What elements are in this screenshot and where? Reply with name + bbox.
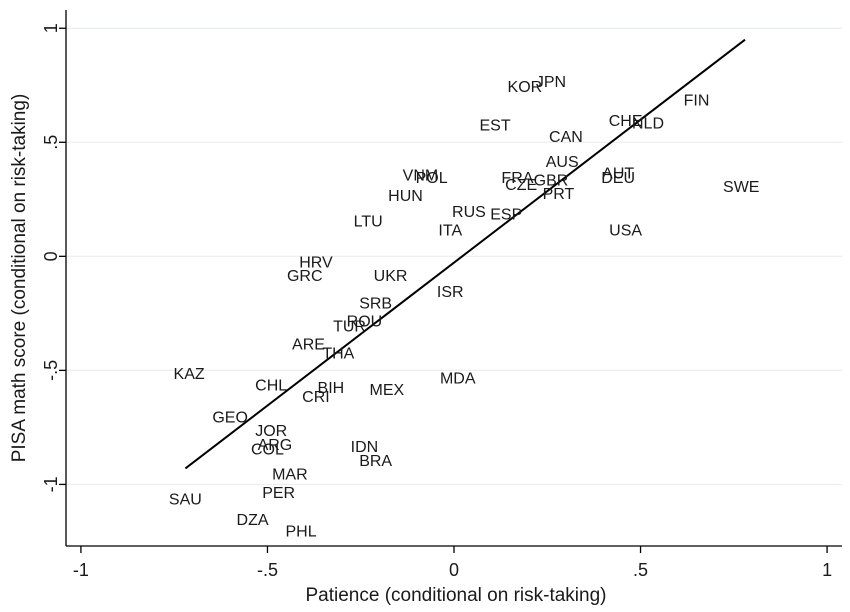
data-point-label-che: CHE: [609, 113, 643, 130]
y-tick-label: 1: [41, 23, 61, 33]
data-point-label-esp: ESP: [490, 206, 522, 223]
grid-lines: [66, 27, 842, 486]
data-point-label-prt: PRT: [543, 186, 575, 203]
data-point-label-jpn: JPN: [536, 74, 566, 91]
data-point-label-can: CAN: [549, 129, 583, 146]
data-point-label-bih: BIH: [318, 380, 345, 397]
data-point-label-aus: AUS: [546, 154, 579, 171]
data-point-label-swe: SWE: [723, 179, 759, 196]
data-point-label-aut: AUT: [602, 165, 634, 182]
data-point-label-arg: ARG: [258, 437, 293, 454]
data-point-label-usa: USA: [609, 222, 642, 239]
data-point-label-ukr: UKR: [374, 268, 408, 285]
data-point-label-cri: CRI: [302, 389, 330, 406]
data-point-label-srb: SRB: [359, 295, 392, 312]
x-tick-label: -.5: [257, 560, 278, 580]
y-tick-label: -.5: [41, 360, 61, 381]
data-point-label-per: PER: [262, 485, 295, 502]
y-tick-label: -1: [41, 476, 61, 492]
data-point-label-pol: POL: [416, 170, 448, 187]
data-point-label-col: COL: [251, 441, 284, 458]
y-axis-title: PISA math score (conditional on risk-tak…: [9, 94, 30, 463]
data-point-label-geo: GEO: [212, 409, 248, 426]
data-point-label-vnm: VNM: [403, 168, 439, 185]
data-point-label-nld: NLD: [632, 115, 664, 132]
data-point-label-ltu: LTU: [354, 213, 383, 230]
data-point-label-fin: FIN: [684, 92, 710, 109]
data-point-label-kaz: KAZ: [174, 366, 205, 383]
data-point-label-grc: GRC: [287, 268, 323, 285]
data-point-label-rus: RUS: [452, 204, 486, 221]
data-point-label-hun: HUN: [388, 188, 423, 205]
x-tick-label: 0: [449, 560, 459, 580]
data-point-label-mex: MEX: [370, 382, 405, 399]
data-point-label-gbr: GBR: [534, 172, 569, 189]
data-point-label-are: ARE: [292, 337, 325, 354]
data-point-label-sau: SAU: [169, 492, 202, 509]
x-tick-label: .5: [633, 560, 648, 580]
data-point-label-fra: FRA: [501, 170, 533, 187]
x-tick-label: -1: [73, 560, 89, 580]
x-tick-label: 1: [822, 560, 832, 580]
data-point-label-phl: PHL: [285, 524, 316, 541]
y-tick-label: .5: [41, 135, 61, 150]
y-tick-label: 0: [41, 251, 61, 261]
data-point-label-isr: ISR: [437, 284, 464, 301]
fit-line: [184, 38, 746, 470]
data-point-label-idn: IDN: [351, 439, 379, 456]
data-point-label-chl: CHL: [255, 378, 287, 395]
data-point-label-hrv: HRV: [299, 254, 333, 271]
x-axis-ticks: -1 -.5 0 .5 1: [73, 546, 832, 580]
data-point-label-mar: MAR: [272, 467, 308, 484]
data-point-label-cze: CZE: [505, 177, 537, 194]
data-point-label-kor: KOR: [508, 79, 543, 96]
y-axis-ticks: -1 -.5 0 .5 1: [41, 23, 66, 492]
data-point-label-ita: ITA: [438, 222, 462, 239]
data-point-label-jor: JOR: [255, 423, 287, 440]
data-point-label-rou: ROU: [347, 314, 383, 331]
data-point-label-mda: MDA: [440, 371, 476, 388]
data-point-label-dza: DZA: [237, 512, 269, 529]
data-point-label-bra: BRA: [359, 453, 392, 470]
data-point-label-deu: DEU: [601, 170, 635, 187]
data-point-label-tha: THA: [322, 346, 354, 363]
data-point-label-est: EST: [479, 118, 510, 135]
data-point-label-tur: TUR: [333, 318, 366, 335]
x-axis-title: Patience (conditional on risk-taking): [306, 585, 607, 606]
